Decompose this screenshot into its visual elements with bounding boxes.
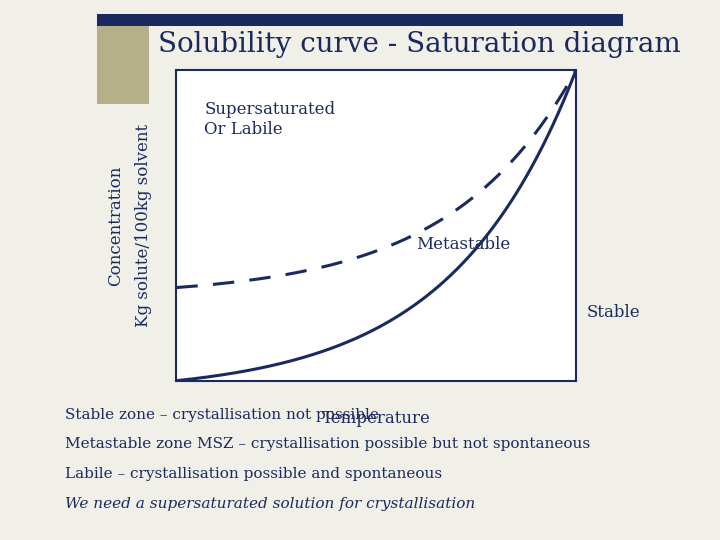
Text: Stable: Stable [587, 304, 640, 321]
Text: Kg solute/100kg solvent: Kg solute/100kg solvent [135, 124, 153, 327]
Text: Solubility curve - Saturation diagram: Solubility curve - Saturation diagram [158, 31, 681, 58]
Text: Metastable: Metastable [416, 235, 510, 253]
Text: Concentration: Concentration [107, 165, 124, 286]
Text: Labile – crystallisation possible and spontaneous: Labile – crystallisation possible and sp… [65, 467, 442, 481]
Text: We need a supersaturated solution for crystallisation: We need a supersaturated solution for cr… [65, 497, 475, 511]
Text: Supersaturated
Or Labile: Supersaturated Or Labile [204, 102, 336, 138]
Text: Stable zone – crystallisation not possible: Stable zone – crystallisation not possib… [65, 408, 379, 422]
Text: Metastable zone MSZ – crystallisation possible but not spontaneous: Metastable zone MSZ – crystallisation po… [65, 437, 590, 451]
Text: Temperature: Temperature [322, 410, 431, 427]
